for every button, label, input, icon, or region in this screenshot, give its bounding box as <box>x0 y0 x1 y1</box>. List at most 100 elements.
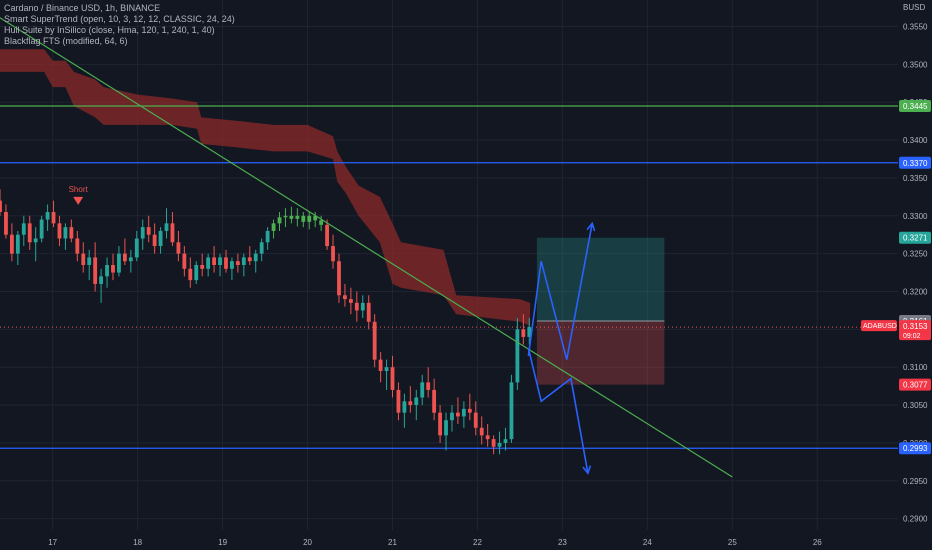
time-tick-label: 22 <box>473 538 482 547</box>
candle-body <box>4 212 8 235</box>
candle-body <box>140 227 145 239</box>
symbol-label-text: ADABUSD <box>863 323 897 330</box>
candles <box>0 189 532 455</box>
grid <box>0 0 898 530</box>
candle-body <box>45 212 50 220</box>
candle-body <box>283 215 288 218</box>
current-price-text: 0.3153 <box>903 322 928 331</box>
candle-body <box>241 257 246 265</box>
legend-symbol[interactable]: Cardano / Binance USD, 1h, BINANCE <box>4 3 161 13</box>
candle-body <box>384 367 389 371</box>
candle-body <box>0 200 2 212</box>
time-tick-label: 21 <box>388 538 397 547</box>
candle-body <box>253 253 258 262</box>
price-label-text: 0.3271 <box>903 234 928 243</box>
candle-body <box>331 246 335 262</box>
profit-zone <box>536 237 665 322</box>
candle-body <box>491 439 496 447</box>
time-tick-label: 23 <box>558 538 567 547</box>
short-signal-label: Short <box>69 185 89 194</box>
candle-body <box>313 215 318 221</box>
candle-body <box>450 412 454 421</box>
candle-body <box>27 223 32 243</box>
candle-body <box>15 234 20 254</box>
legend-supertrend[interactable]: Smart SuperTrend (open, 10, 3, 12, 12, C… <box>4 14 235 24</box>
time-tick-label: 17 <box>48 538 57 547</box>
candle-body <box>319 220 324 225</box>
candle-body <box>259 242 264 254</box>
forecast-up-arrow-head <box>586 221 596 232</box>
candle-body <box>271 223 276 231</box>
price-tick-label: 0.3300 <box>903 212 928 221</box>
candle-body <box>170 223 175 243</box>
candle-body <box>485 435 490 440</box>
candle-body <box>93 257 98 284</box>
candle-body <box>503 439 508 443</box>
candle-body <box>277 217 282 224</box>
candle-body <box>343 295 347 300</box>
candle-body <box>372 321 377 360</box>
candle-body <box>51 212 56 224</box>
legend-blackflag[interactable]: Blackflag FTS (modified, 64, 6) <box>4 36 128 46</box>
candle-body <box>473 412 478 428</box>
candle-body <box>414 397 419 406</box>
symbol-label-background <box>861 320 897 332</box>
time-tick-label: 24 <box>643 538 652 547</box>
price-axis: BUSD0.35500.35000.34500.34000.33500.3300… <box>861 0 932 550</box>
time-axis: 17 18 19 20 21 22 23 24 25 26 <box>0 530 932 550</box>
candle-body <box>105 265 109 277</box>
candle-body <box>21 223 26 235</box>
candle-body <box>354 302 359 311</box>
forecast-down-arrow <box>527 348 589 474</box>
candle-body <box>301 215 306 222</box>
candle-body <box>188 268 193 281</box>
loss-zone <box>536 321 665 385</box>
price-tick-label: 0.2900 <box>903 515 928 524</box>
supertrend-band-area <box>0 49 531 326</box>
candle-body <box>81 253 86 265</box>
candle-body <box>467 408 472 413</box>
candle-body <box>390 367 395 390</box>
candle-body <box>176 242 181 254</box>
candle-body <box>432 389 437 413</box>
candle-body <box>212 257 217 265</box>
candle-body <box>325 224 329 247</box>
candle-body <box>360 302 365 311</box>
candle-body <box>206 257 211 269</box>
trendline <box>0 17 733 478</box>
candle-body <box>39 219 44 239</box>
price-tick-label: 0.3350 <box>903 174 928 183</box>
time-tick-label: 19 <box>218 538 227 547</box>
price-tick-label: 0.3200 <box>903 288 928 297</box>
price-tick-label: 0.2950 <box>903 477 928 486</box>
candle-body <box>224 257 228 269</box>
candle-body <box>128 257 133 262</box>
candle-body <box>337 261 341 296</box>
time-axis-background <box>0 530 932 550</box>
time-tick-label: 20 <box>303 538 312 547</box>
legend-hull-suite[interactable]: Hull Suite by InSilico (close, Hma, 120,… <box>4 25 215 35</box>
forecast-up-arrow <box>527 223 593 360</box>
candle-body <box>515 329 520 383</box>
candle-body <box>479 427 484 436</box>
price-label-text: 0.3370 <box>903 159 928 168</box>
time-tick-label: 25 <box>728 538 737 547</box>
candle-body <box>57 223 62 239</box>
candle-body <box>194 265 199 281</box>
candle-body <box>146 227 151 235</box>
candle-body <box>402 401 407 413</box>
candle-body <box>164 223 169 231</box>
short-signal: Short <box>69 185 89 205</box>
short-signal-triangle <box>73 196 84 205</box>
candle-body <box>497 442 502 447</box>
price-label-background <box>899 378 931 391</box>
current-price-background <box>899 320 931 341</box>
position-box <box>536 237 665 385</box>
price-tick-label: 0.3050 <box>903 401 928 410</box>
bar-countdown-text: 09:02 <box>903 333 921 340</box>
candle-body <box>265 230 270 243</box>
price-tick-label: 0.3100 <box>903 363 928 372</box>
time-tick-label: 26 <box>813 538 822 547</box>
